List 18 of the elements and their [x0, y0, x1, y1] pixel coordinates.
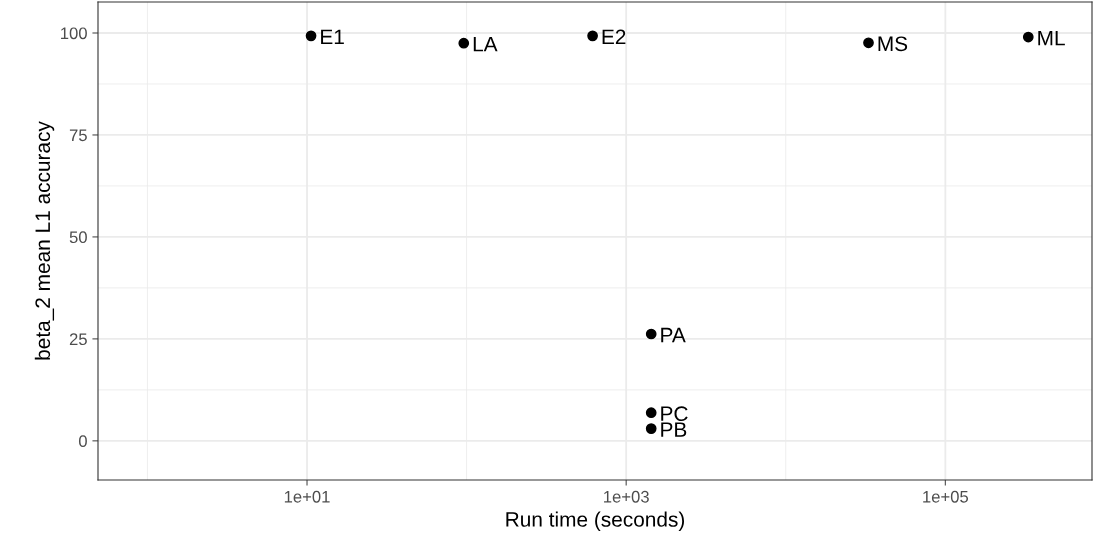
annotation: LA [473, 37, 498, 52]
annotation: MS [878, 36, 908, 52]
y-tick-label: 25 [69, 333, 87, 346]
y-axis-title: beta_2 mean L1 accuracy [34, 121, 55, 360]
x-tick-label: 1e+05 [923, 490, 969, 503]
annotation: PA [661, 327, 686, 343]
y-tick-label: 100 [61, 27, 87, 40]
y-tick-label: 75 [69, 129, 87, 142]
y-tick-label: 50 [69, 231, 87, 244]
annotation: PB [661, 422, 687, 437]
x-tick-label: 1e+03 [604, 490, 649, 503]
annotation: E2 [602, 29, 626, 45]
annotation: ML [1038, 30, 1065, 46]
y-tick-label: 0 [78, 435, 87, 448]
x-axis-title: Run time (seconds) [506, 511, 685, 531]
annotation: E1 [321, 29, 344, 45]
x-tick-label: 1e+01 [284, 490, 330, 503]
annotation: PC [661, 406, 688, 422]
